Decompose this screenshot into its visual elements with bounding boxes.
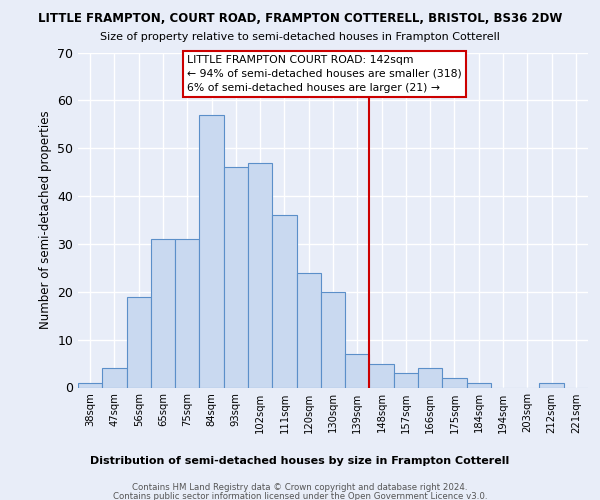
Bar xyxy=(102,368,127,388)
Bar xyxy=(78,382,102,388)
Bar xyxy=(127,296,151,388)
Bar xyxy=(539,382,564,388)
Bar xyxy=(345,354,370,388)
Text: Contains public sector information licensed under the Open Government Licence v3: Contains public sector information licen… xyxy=(113,492,487,500)
Bar xyxy=(370,364,394,388)
Text: Contains HM Land Registry data © Crown copyright and database right 2024.: Contains HM Land Registry data © Crown c… xyxy=(132,483,468,492)
Bar xyxy=(442,378,467,388)
Bar xyxy=(199,114,224,388)
Text: LITTLE FRAMPTON, COURT ROAD, FRAMPTON COTTERELL, BRISTOL, BS36 2DW: LITTLE FRAMPTON, COURT ROAD, FRAMPTON CO… xyxy=(38,12,562,26)
Bar xyxy=(175,239,199,388)
Bar xyxy=(224,168,248,388)
Bar xyxy=(321,292,345,388)
Bar xyxy=(248,162,272,388)
Text: Distribution of semi-detached houses by size in Frampton Cotterell: Distribution of semi-detached houses by … xyxy=(91,456,509,466)
Bar xyxy=(467,382,491,388)
Bar xyxy=(272,215,296,388)
Text: LITTLE FRAMPTON COURT ROAD: 142sqm
← 94% of semi-detached houses are smaller (31: LITTLE FRAMPTON COURT ROAD: 142sqm ← 94%… xyxy=(187,55,462,93)
Text: Size of property relative to semi-detached houses in Frampton Cotterell: Size of property relative to semi-detach… xyxy=(100,32,500,42)
Bar xyxy=(418,368,442,388)
Bar xyxy=(151,239,175,388)
Y-axis label: Number of semi-detached properties: Number of semi-detached properties xyxy=(38,110,52,330)
Bar xyxy=(296,272,321,388)
Bar xyxy=(394,373,418,388)
